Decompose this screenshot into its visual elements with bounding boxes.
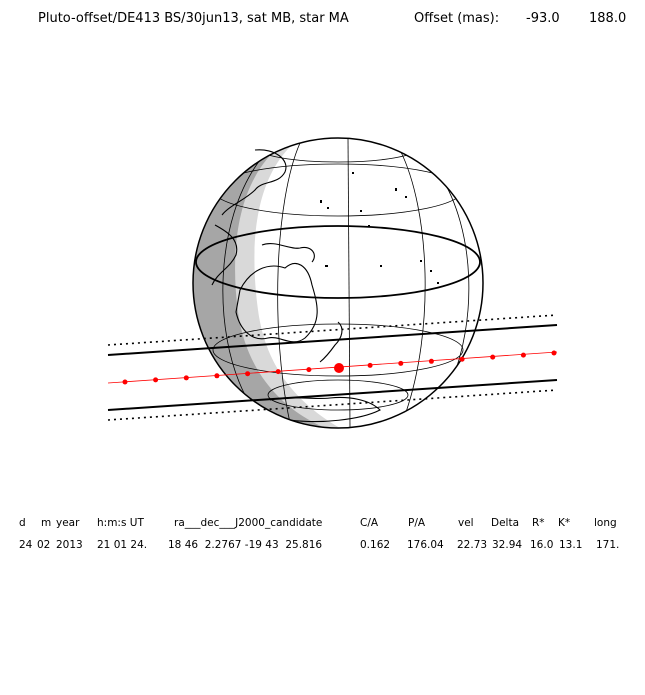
col-header: h:m:s UT	[97, 517, 144, 529]
col-header: C/A	[360, 517, 379, 529]
time-marker-dot	[551, 350, 557, 356]
new-zealand-coast	[319, 321, 343, 363]
time-marker-dot	[520, 352, 526, 358]
col-header: K*	[558, 517, 571, 529]
closest-approach-marker	[334, 363, 344, 373]
shadow-limit-north	[107, 324, 558, 356]
time-marker-dot	[459, 356, 465, 362]
time-marker-dot	[122, 379, 128, 385]
value-ca: 0.162	[360, 539, 391, 551]
occultation-map	[107, 137, 558, 429]
equator-line	[195, 225, 481, 299]
value-kstar: 13.1	[559, 539, 583, 551]
plot-title: Pluto-offset/DE413 BS/30jun13, sat MB, s…	[38, 11, 349, 26]
time-markers	[122, 350, 557, 385]
time-marker-dot	[153, 377, 159, 383]
value-day: 24	[19, 539, 33, 551]
col-header: m	[41, 517, 52, 529]
asia-coast	[221, 149, 287, 216]
parallel-line	[267, 379, 409, 411]
shadow-limit-south	[107, 379, 558, 411]
meridian-line	[222, 159, 261, 396]
time-marker-dot	[367, 362, 373, 368]
col-header: long	[594, 517, 617, 529]
meridian-line	[347, 138, 351, 428]
meridian-line	[399, 149, 426, 416]
value-month: 02	[37, 539, 51, 551]
value-time: 21 01 24.	[97, 539, 148, 551]
australia-coast	[235, 263, 318, 343]
col-header: ra___dec___J2000_candidate	[174, 517, 323, 529]
value-pa: 176.04	[407, 539, 444, 551]
table-header-row: d m year h:m:s UT ra___dec___J2000_candi…	[0, 517, 645, 533]
col-header: P/A	[408, 517, 426, 529]
table-value-row: 24 02 2013 21 01 24. 18 46 2.2767 -19 43…	[0, 539, 645, 555]
col-header: Delta	[491, 517, 520, 529]
new-guinea-coast	[261, 243, 315, 263]
time-marker-dot	[214, 373, 220, 379]
offset-label: Offset (mas):	[414, 11, 500, 26]
value-rstar: 16.0	[530, 539, 554, 551]
time-marker-dot	[428, 358, 434, 364]
time-marker-dot	[183, 375, 189, 381]
indonesia-coast	[211, 224, 238, 286]
col-header: R*	[532, 517, 545, 529]
time-marker-dot	[306, 367, 312, 373]
plot-title-bar: Pluto-offset/DE413 BS/30jun13, sat MB, s…	[0, 11, 645, 31]
col-header: vel	[458, 517, 474, 529]
meridian-line	[277, 142, 301, 424]
value-long: 171.	[596, 539, 620, 551]
value-delta: 32.94	[492, 539, 523, 551]
value-vel: 22.73	[457, 539, 488, 551]
time-marker-dot	[275, 369, 281, 375]
parallel-line	[212, 323, 464, 377]
time-marker-dot	[245, 371, 251, 377]
time-marker-dot	[490, 354, 496, 360]
time-marker-dot	[398, 360, 404, 366]
value-coordinates: 18 46 2.2767 -19 43 25.816	[168, 539, 323, 551]
centrality-line	[107, 351, 558, 384]
offset-y-value: 188.0	[589, 11, 627, 26]
pacific-islands	[320, 172, 439, 284]
globe-outline	[192, 137, 484, 429]
offset-x-value: -93.0	[526, 11, 560, 26]
shadow-band	[107, 314, 558, 421]
col-header: d	[19, 517, 26, 529]
col-header: year	[56, 517, 80, 529]
value-year: 2013	[56, 539, 83, 551]
